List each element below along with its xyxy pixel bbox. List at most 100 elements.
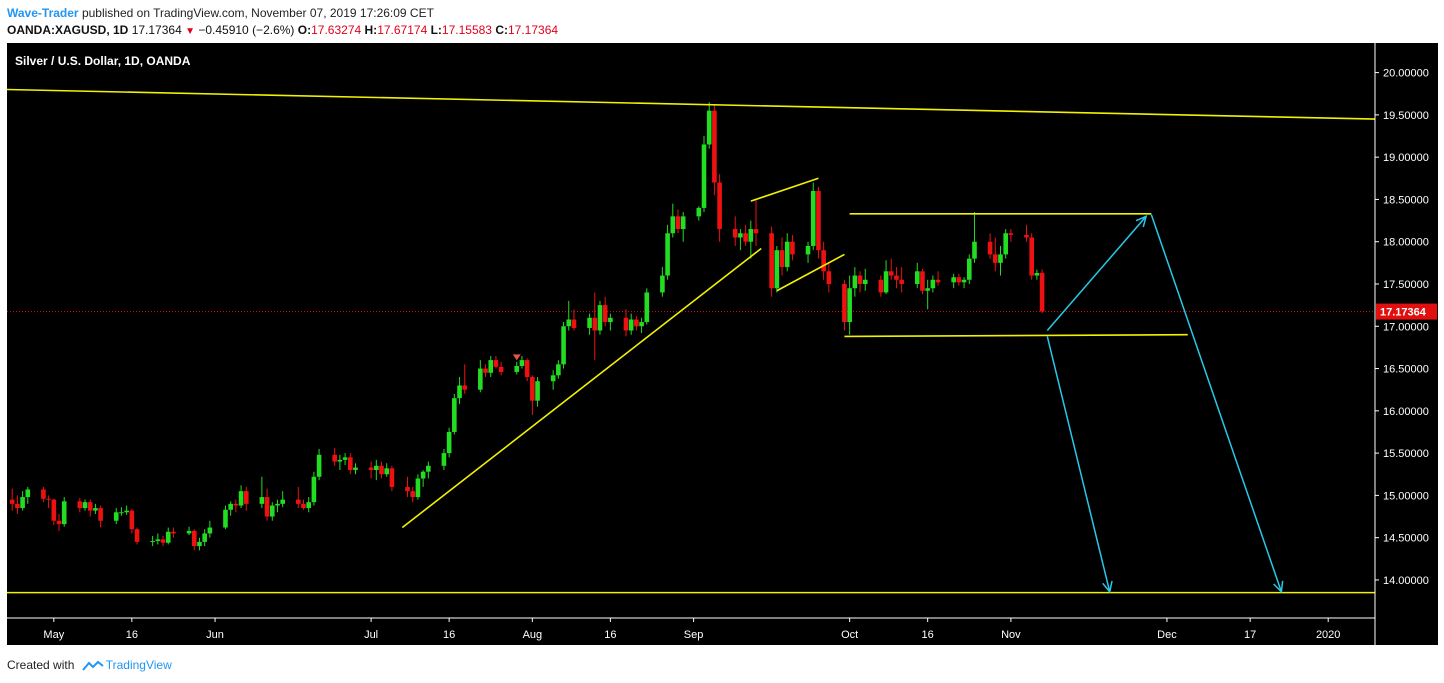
candle-body [660,275,665,293]
candle [77,497,83,513]
candle-body [483,368,488,373]
candle-body [420,471,426,479]
candle [644,288,650,325]
candle [670,203,676,238]
candle [342,453,348,465]
candle [748,220,754,259]
candle [784,233,790,272]
candle [602,296,608,327]
candle [389,465,395,492]
candle-body [774,250,780,289]
candle [452,393,457,435]
candle [597,300,603,335]
candle [628,313,634,335]
candle [498,361,504,376]
candle [571,309,577,331]
candle [259,476,265,509]
candle-body [171,531,176,534]
candle [264,488,270,521]
candle-body [821,250,826,272]
chart-title: Silver / U.S. Dollar, 1D, OANDA [15,54,191,68]
published-text: published on TradingView.com, November 0… [81,6,434,20]
candle-body [233,503,239,506]
candle [956,273,962,286]
y-tick-label: 19.50000 [1383,110,1429,122]
candle-body [1039,272,1045,312]
candle-body [243,491,249,504]
price-chart[interactable]: 20.00000 19.50000 19.00000 18.50000 18.00000… [7,43,1438,645]
y-tick-label: 14.00000 [1383,575,1429,587]
candle-body [405,486,410,492]
candle-body [129,510,135,530]
candle-body [930,279,936,289]
candle-body [634,319,639,327]
x-tick-label: 2020 [1316,629,1340,641]
candle [207,520,213,538]
candle [1024,224,1029,242]
candle-body [202,533,207,542]
candle [15,495,20,514]
candle-body [524,360,530,378]
candle [415,474,421,500]
candle [706,102,712,149]
candle-body [566,319,572,327]
candle-body [61,501,67,525]
candle [134,527,140,545]
candle [847,275,852,335]
candle-body [426,465,431,472]
candle-body [670,216,676,234]
candle [93,503,98,514]
candle-body [571,319,577,328]
candle [852,267,858,297]
low-label: L: [430,23,442,37]
candle [842,279,847,331]
candle [113,508,119,525]
open-value: 17.63274 [311,23,362,37]
candle-body [696,207,702,217]
candle [410,486,416,503]
candle [951,273,956,289]
candle [530,375,535,416]
candle [587,313,592,335]
candle [374,459,379,481]
candle [888,258,894,280]
candle-body [1029,237,1034,276]
author-link[interactable]: Wave-Trader [7,6,79,20]
arrow-shaft [1046,215,1147,331]
candle-body [706,110,712,145]
candle [826,262,832,293]
y-tick-label: 16.50000 [1383,364,1429,376]
candle [550,370,556,390]
candle-body [550,375,556,382]
candle [899,267,904,293]
candle [233,499,239,513]
candle-body [223,509,228,528]
candle-body [956,277,962,283]
candle [483,364,488,378]
created-with-text: Created with [7,658,75,672]
candle-body [779,250,785,268]
candle-body [925,288,930,291]
last-price: 17.17364 [131,23,182,37]
candle-body [93,508,98,511]
candle [561,322,566,369]
arrow-shaft [1150,214,1283,593]
y-tick-label: 15.00000 [1383,490,1429,502]
candle-body [56,520,62,525]
candle [972,212,977,263]
candle-body [259,497,265,504]
candle [337,454,343,471]
candle [998,245,1003,276]
quote-line: OANDA:XAGUSD, 1D 17.17364 ▼ −0.45910 (−2… [7,23,558,37]
high-label: H: [364,23,378,37]
candle-body [348,457,353,471]
candle [519,355,525,369]
candle-body [675,216,681,230]
candle-body [389,468,395,487]
candle-body [457,385,462,399]
candle [82,499,88,511]
candle-body [238,491,244,506]
tradingview-brand-link[interactable]: TradingView [105,658,172,672]
y-tick-label: 20.00000 [1383,68,1429,80]
arrow-shaft [1046,336,1111,592]
